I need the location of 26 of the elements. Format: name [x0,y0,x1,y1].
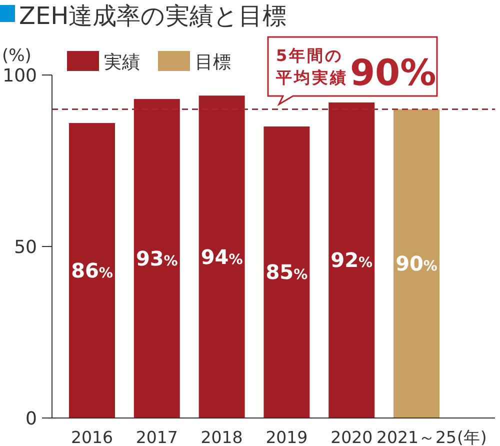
data-label: 86% [71,258,113,283]
bar [134,99,180,418]
bar [394,109,440,418]
legend-label: 実績 [104,52,140,73]
bar [328,102,375,418]
y-tick-label: 50 [14,237,37,258]
data-label: 90% [396,252,438,276]
y-axis-title: (%) [2,46,32,66]
data-label: 85% [266,260,308,284]
chart-title: ZEH達成率の実績と目標 [19,2,287,30]
y-tick-label: 100 [2,66,37,86]
data-label: 94% [200,244,243,269]
x-tick-label: 2020 [330,428,373,446]
bar [264,126,310,418]
data-label: 92% [330,248,373,272]
legend-label: 目標 [195,52,231,73]
y-tick-label: 0 [26,408,37,430]
x-tick-label: 2021～25 [376,428,456,446]
data-label: 93% [136,246,178,271]
bar [69,123,115,418]
bar [198,96,245,418]
x-tick-label: 2017 [136,428,178,446]
x-tick-label: 2019 [266,428,308,446]
x-tick-label: 2016 [71,428,113,446]
x-axis-title: (年) [457,428,487,446]
x-tick-label: 2018 [200,428,243,446]
